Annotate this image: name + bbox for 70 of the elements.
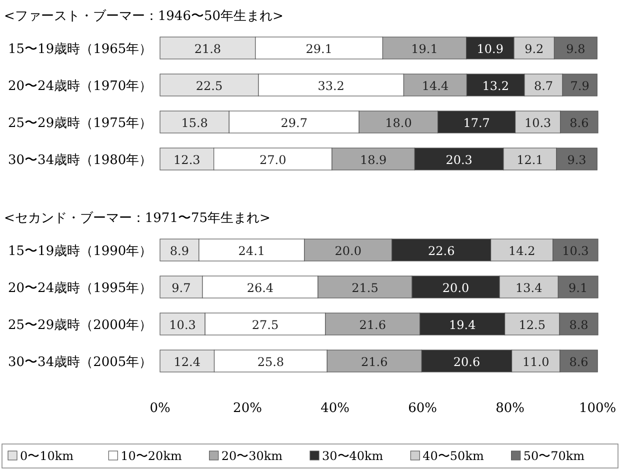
data-label: 9.7 [172, 281, 191, 295]
data-label: 9.2 [524, 42, 544, 56]
data-label: 10.3 [524, 116, 552, 130]
legend-label: 40〜50km [422, 449, 484, 463]
data-label: 10.3 [169, 318, 196, 332]
data-label: 22.6 [428, 244, 455, 258]
data-label: 12.1 [516, 153, 544, 167]
data-label: 9.3 [567, 153, 586, 167]
data-label: 12.5 [518, 318, 546, 332]
x-tick-label: 100% [578, 401, 616, 416]
data-label: 8.6 [569, 355, 588, 369]
y-tick-label: 30〜34歳時（1980年） [8, 153, 152, 168]
y-tick-label: 15〜19歳時（1990年） [8, 244, 152, 259]
data-label: 24.1 [238, 244, 266, 258]
data-label: 29.1 [306, 42, 332, 56]
data-label: 21.6 [359, 318, 386, 332]
data-label: 26.4 [246, 281, 274, 295]
x-tick-label: 0% [150, 401, 170, 416]
data-label: 12.3 [174, 153, 200, 167]
data-label: 8.6 [570, 116, 589, 130]
legend-label: 10〜20km [120, 449, 182, 463]
data-label: 20.0 [334, 244, 362, 258]
x-tick-label: 40% [320, 401, 350, 416]
data-label: 27.5 [252, 318, 279, 332]
chart-title: <ファースト・ブーマー：1946〜50年生まれ> [4, 9, 284, 24]
legend-label: 50〜70km [523, 449, 586, 463]
data-label: 29.7 [280, 116, 308, 130]
data-label: 14.4 [422, 79, 449, 93]
y-tick-label: 20〜24歳時（1995年） [8, 281, 152, 296]
data-label: 8.9 [170, 244, 190, 258]
data-label: 13.4 [516, 281, 543, 295]
data-label: 14.2 [508, 244, 536, 258]
data-label: 18.9 [360, 153, 387, 167]
data-label: 9.8 [566, 42, 586, 56]
data-label: 12.4 [174, 355, 201, 369]
data-label: 8.7 [534, 79, 554, 93]
legend-label: 20〜30km [221, 449, 284, 463]
data-label: 20.0 [442, 281, 470, 295]
legend-label: 30〜40km [322, 449, 384, 463]
x-tick-label: 60% [408, 401, 437, 416]
data-label: 20.6 [453, 355, 480, 369]
y-tick-label: 15〜19歳時（1965年） [8, 42, 152, 57]
data-label: 15.8 [181, 116, 208, 130]
data-label: 8.8 [569, 318, 588, 332]
data-label: 25.8 [257, 355, 284, 369]
data-label: 21.8 [194, 42, 222, 56]
data-label: 10.9 [476, 42, 504, 56]
data-label: 27.0 [260, 153, 286, 167]
data-label: 7.9 [570, 79, 590, 93]
data-label: 19.1 [411, 42, 438, 56]
chart-title: <セカンド・ブーマー：1971〜75年生まれ> [4, 211, 270, 226]
data-label: 20.3 [446, 153, 472, 167]
data-label: 21.6 [361, 355, 388, 369]
data-label: 22.5 [196, 79, 223, 93]
data-label: 13.2 [482, 79, 509, 93]
data-label: 11.0 [522, 355, 550, 369]
data-label: 33.2 [318, 79, 344, 93]
x-tick-label: 80% [496, 401, 525, 416]
data-label: 19.4 [448, 318, 476, 332]
data-label: 10.3 [562, 244, 589, 258]
y-tick-label: 20〜24歳時（1970年） [8, 79, 152, 94]
data-label: 21.5 [352, 281, 378, 295]
x-tick-label: 20% [233, 401, 262, 416]
data-label: 17.7 [463, 116, 490, 130]
data-label: 18.0 [385, 116, 412, 130]
legend-label: 0〜10km [20, 449, 74, 463]
y-tick-label: 25〜29歳時（1975年） [8, 116, 152, 131]
data-label: 9.1 [568, 281, 588, 295]
y-tick-label: 30〜34歳時（2005年） [8, 355, 152, 370]
y-tick-label: 25〜29歳時（2000年） [8, 318, 152, 333]
